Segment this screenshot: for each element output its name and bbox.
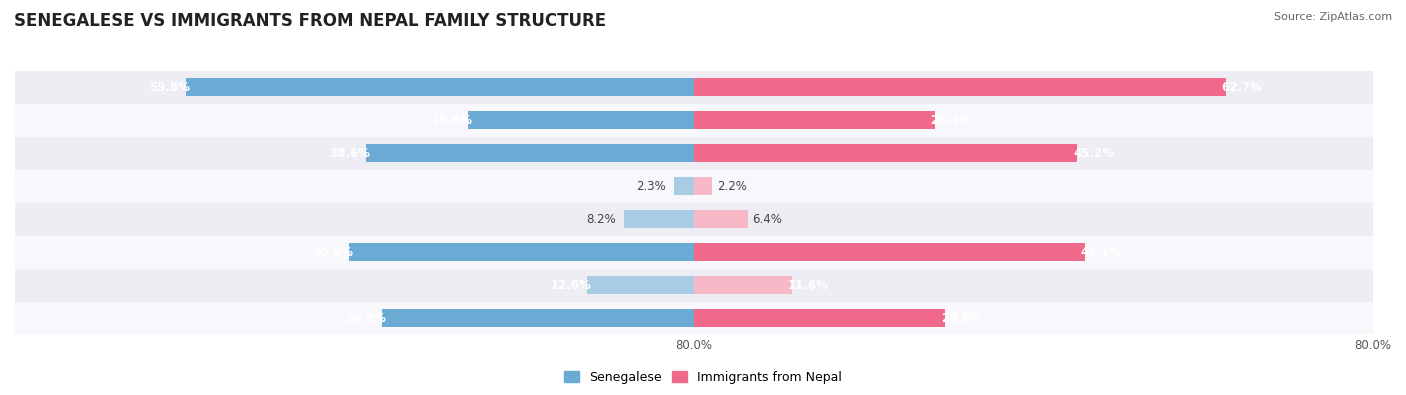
Text: 11.6%: 11.6% [787, 278, 828, 292]
Bar [693, 269, 1372, 301]
Text: 6.4%: 6.4% [752, 213, 782, 226]
Bar [15, 104, 693, 137]
Text: 29.6%: 29.6% [941, 312, 981, 325]
Text: 40.6%: 40.6% [312, 246, 353, 259]
Text: 2.3%: 2.3% [636, 180, 666, 193]
Bar [693, 309, 945, 327]
Text: 26.6%: 26.6% [432, 114, 472, 127]
Bar [15, 170, 693, 203]
Bar [15, 71, 693, 104]
Bar [15, 203, 693, 236]
Bar [693, 276, 792, 294]
Bar [693, 236, 1372, 269]
Bar [693, 203, 1372, 236]
Text: 8.2%: 8.2% [586, 213, 616, 226]
Text: 36.8%: 36.8% [344, 312, 385, 325]
Text: 28.4%: 28.4% [931, 114, 972, 127]
Text: Source: ZipAtlas.com: Source: ZipAtlas.com [1274, 12, 1392, 22]
Bar [15, 301, 693, 335]
Bar [693, 104, 1372, 137]
Text: 46.1%: 46.1% [1081, 246, 1122, 259]
Bar [693, 210, 748, 228]
Bar [187, 78, 693, 96]
Text: SENEGALESE VS IMMIGRANTS FROM NEPAL FAMILY STRUCTURE: SENEGALESE VS IMMIGRANTS FROM NEPAL FAMI… [14, 12, 606, 30]
Bar [366, 144, 693, 162]
Text: 12.6%: 12.6% [550, 278, 591, 292]
Text: 59.8%: 59.8% [149, 81, 191, 94]
Bar [693, 170, 1372, 203]
Bar [693, 301, 1372, 335]
Bar [15, 269, 693, 301]
Bar [693, 78, 1226, 96]
Bar [693, 137, 1372, 170]
Bar [693, 111, 935, 130]
Bar [693, 71, 1372, 104]
Bar [624, 210, 693, 228]
Bar [586, 276, 693, 294]
Bar [693, 177, 713, 195]
Text: 38.6%: 38.6% [329, 147, 371, 160]
Bar [675, 177, 693, 195]
Legend: Senegalese, Immigrants from Nepal: Senegalese, Immigrants from Nepal [560, 366, 846, 389]
Text: 2.2%: 2.2% [717, 180, 747, 193]
Bar [468, 111, 693, 130]
Bar [381, 309, 693, 327]
Bar [15, 137, 693, 170]
Bar [349, 243, 693, 261]
Bar [693, 243, 1085, 261]
Text: 62.7%: 62.7% [1222, 81, 1263, 94]
Text: 45.2%: 45.2% [1073, 147, 1114, 160]
Bar [15, 236, 693, 269]
Bar [693, 144, 1077, 162]
